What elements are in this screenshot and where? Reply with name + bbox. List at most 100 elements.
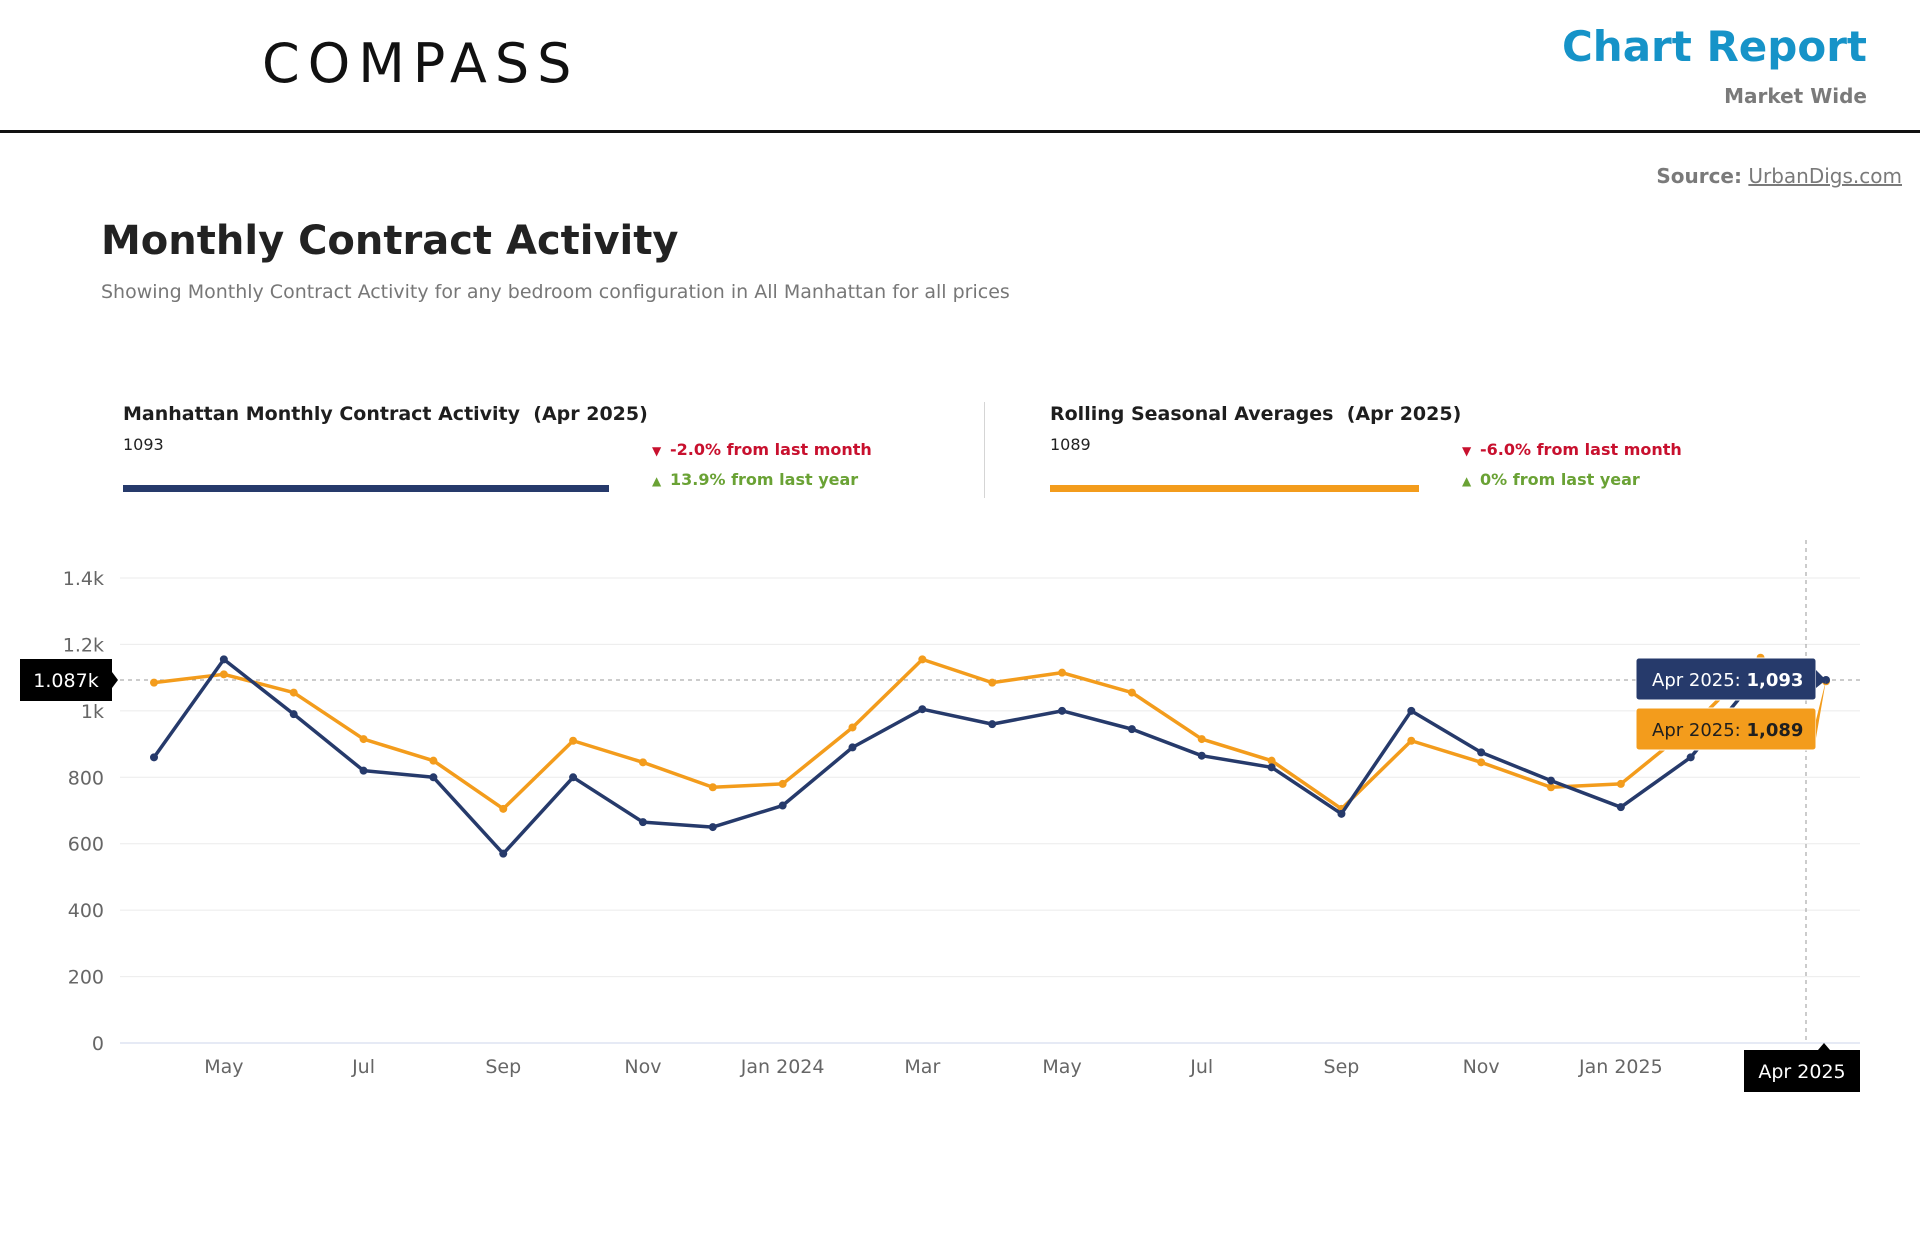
data-point[interactable] [848, 723, 857, 732]
data-point[interactable] [499, 804, 508, 813]
x-tick-label: Jan 2025 [1578, 1056, 1663, 1078]
x-tick-label: Sep [1324, 1056, 1360, 1078]
data-point[interactable] [1616, 803, 1625, 812]
data-point[interactable] [1197, 751, 1206, 760]
data-point[interactable] [1267, 756, 1276, 765]
tooltip-pointer [1816, 680, 1826, 738]
data-point[interactable] [1477, 758, 1486, 767]
compass-logo: COMPASS [262, 32, 580, 95]
legend-series-1-value: 1093 [123, 435, 164, 454]
crosshair-x-label-pointer [1818, 1043, 1830, 1050]
x-tick-label: Jul [351, 1056, 375, 1078]
data-point[interactable] [988, 720, 997, 729]
data-point[interactable] [429, 773, 438, 782]
data-point[interactable] [1547, 783, 1555, 792]
crosshair-y-label-box [20, 659, 112, 701]
legend-series-1-name: Manhattan Monthly Contract Activity (Apr… [123, 403, 648, 425]
tooltip-period: Apr 2025: [1652, 670, 1746, 691]
y-tick-label: 1k [81, 701, 104, 723]
data-point[interactable] [1822, 675, 1830, 684]
data-point[interactable] [988, 678, 997, 687]
data-point[interactable] [429, 756, 438, 765]
report-title: Chart Report [1561, 22, 1867, 71]
legend-series-2-name: Rolling Seasonal Averages (Apr 2025) [1050, 403, 1462, 425]
data-point[interactable] [1686, 753, 1695, 762]
line-chart[interactable]: 0 200 400 600 800 1k 1.2k 1.4k May Jul Sep Nov Jan 2… [0, 520, 1920, 1120]
data-point[interactable] [918, 705, 927, 714]
data-point[interactable] [708, 823, 717, 832]
chart-subtitle: Showing Monthly Contract Activity for an… [101, 281, 1010, 303]
report-header: COMPASS Chart Report Market Wide [0, 0, 1920, 133]
x-tick-label: Jan 2024 [740, 1056, 825, 1078]
legend-divider [984, 402, 985, 498]
data-point[interactable] [219, 655, 228, 664]
data-point[interactable] [1407, 706, 1416, 715]
y-tick-label: 400 [68, 900, 104, 922]
data-point[interactable] [708, 783, 717, 792]
report-subtitle: Market Wide [1724, 84, 1867, 108]
legend-series-2-month-change: ▼ -6.0% from last month [1462, 440, 1682, 459]
data-point[interactable] [638, 758, 647, 767]
data-point[interactable] [569, 736, 578, 745]
x-tick-label: Nov [1463, 1056, 1500, 1078]
data-point[interactable] [359, 766, 368, 775]
data-point[interactable] [918, 655, 927, 664]
crosshair-x-label-box [1744, 1050, 1860, 1092]
legend-series-1-month-change: ▼ -2.0% from last month [652, 440, 872, 459]
x-tick-label: Nov [624, 1056, 661, 1078]
tooltip-label: Apr 2025: 1,089 [1652, 720, 1803, 741]
data-point[interactable] [1477, 748, 1486, 757]
legend-series-1[interactable]: Manhattan Monthly Contract Activity (Apr… [123, 403, 648, 454]
x-tick-label: May [204, 1056, 243, 1078]
legend-series-1-year-change: ▲ 13.9% from last year [652, 470, 859, 489]
data-point[interactable] [1197, 735, 1206, 744]
tooltip-label: Apr 2025: 1,093 [1652, 670, 1803, 691]
y-tick-label: 600 [68, 834, 104, 856]
data-point[interactable] [289, 688, 298, 697]
data-point[interactable] [1547, 776, 1555, 785]
data-point[interactable] [1267, 763, 1276, 772]
up-triangle-icon: ▲ [1462, 474, 1472, 488]
tooltip-period: Apr 2025: [1652, 720, 1746, 741]
data-point[interactable] [499, 849, 508, 858]
crosshair-y-label: 1.087k [33, 670, 98, 692]
data-point[interactable] [1337, 809, 1346, 818]
data-point[interactable] [1058, 706, 1067, 715]
y-tick-label: 200 [68, 967, 104, 989]
data-point[interactable] [289, 710, 298, 719]
series-line[interactable] [152, 657, 1827, 856]
data-point[interactable] [1616, 779, 1625, 788]
data-point[interactable] [778, 801, 787, 810]
x-tick-label: Mar [904, 1056, 940, 1078]
data-point[interactable] [638, 818, 647, 827]
data-point[interactable] [1058, 668, 1067, 677]
up-triangle-icon: ▲ [652, 474, 662, 488]
y-tick-label: 1.4k [63, 568, 104, 590]
y-tick-label: 800 [68, 767, 104, 789]
data-point[interactable] [1407, 736, 1416, 745]
x-tick-label: Jul [1189, 1056, 1213, 1078]
legend-series-2[interactable]: Rolling Seasonal Averages (Apr 2025) 108… [1050, 403, 1461, 454]
data-point[interactable] [219, 670, 228, 679]
data-point[interactable] [848, 743, 857, 752]
data-point[interactable] [569, 773, 578, 782]
legend-series-2-swatch [1050, 485, 1419, 492]
source-line: Source: UrbanDigs.com [1656, 164, 1902, 188]
data-point[interactable] [150, 753, 158, 762]
tooltip-value: 1,093 [1746, 670, 1803, 691]
source-label: Source: [1656, 164, 1742, 188]
x-tick-label: Sep [485, 1056, 521, 1078]
legend-series-2-value: 1089 [1050, 435, 1091, 454]
data-point[interactable] [150, 678, 158, 687]
data-point[interactable] [1127, 688, 1136, 697]
data-point[interactable] [1127, 725, 1136, 734]
source-link[interactable]: UrbanDigs.com [1748, 164, 1902, 188]
legend-series-2-year-change: ▲ 0% from last year [1462, 470, 1640, 489]
data-point[interactable] [778, 779, 787, 788]
legend-series-1-swatch [123, 485, 609, 492]
down-triangle-icon: ▼ [652, 444, 662, 458]
crosshair-y-label-pointer [112, 672, 118, 688]
y-tick-label: 0 [92, 1033, 104, 1055]
crosshair-x-label: Apr 2025 [1758, 1061, 1845, 1083]
data-point[interactable] [359, 735, 368, 744]
